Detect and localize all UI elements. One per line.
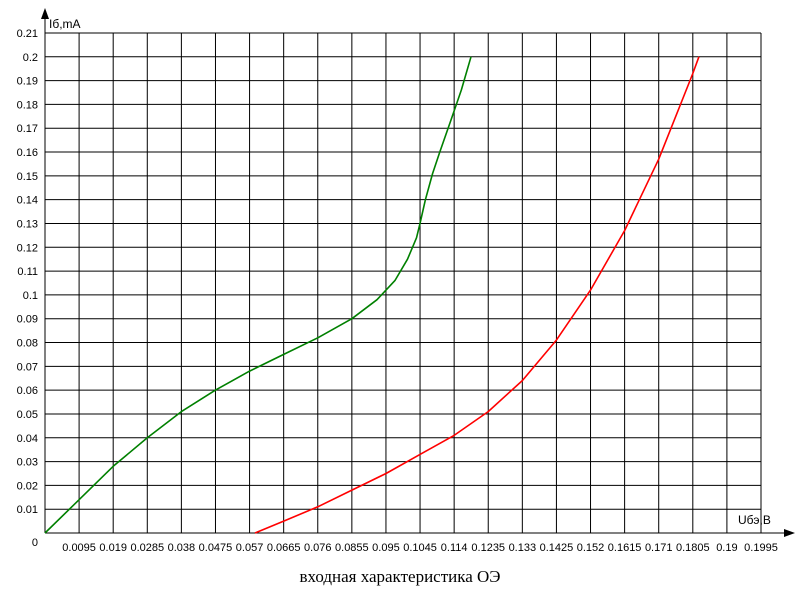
x-tick-label: 0.114 [441,542,468,554]
x-tick-label: 0.0665 [267,542,301,554]
y-tick-label: 0.2 [23,52,38,64]
y-axis-title: Iб,mA [49,17,81,31]
x-tick-label: 0.038 [168,542,196,554]
y-tick-label: 0.04 [17,433,38,445]
x-tick-label: 0.0475 [199,542,233,554]
x-tick-label: 0.0095 [62,542,96,554]
x-axis-title: Uбэ,B [738,513,771,527]
y-tick-label: 0.14 [17,195,38,207]
y-tick-label: 0.13 [17,218,38,230]
y-tick-label: 0.01 [17,504,38,516]
x-tick-label: 0.171 [645,542,673,554]
origin-label: 0 [32,537,38,549]
y-tick-label: 0.03 [17,457,38,469]
chart-caption: входная характеристика ОЭ [299,567,501,586]
y-tick-label: 0.19 [17,76,38,88]
x-tick-label: 0.19 [716,542,737,554]
y-tick-label: 0.12 [17,242,38,254]
x-tick-label: 0.1425 [540,542,574,554]
y-tick-label: 0.06 [17,385,38,397]
y-tick-label: 0.21 [17,28,38,40]
x-axis-arrow [784,529,795,537]
x-tick-label: 0.1805 [676,542,710,554]
y-tick-label: 0.09 [17,314,38,326]
x-tick-label: 0.0285 [130,542,164,554]
y-tick-label: 0.15 [17,171,38,183]
y-tick-label: 0.18 [17,99,38,111]
y-axis-arrow [41,8,49,19]
x-tick-label: 0.019 [99,542,127,554]
x-tick-label: 0.0855 [335,542,369,554]
series-line-red [254,56,700,534]
x-tick-label: 0.152 [577,542,605,554]
y-tick-label: 0.02 [17,480,38,492]
x-tick-label: 0.133 [509,542,537,554]
y-tick-label: 0.16 [17,147,38,159]
series-line-green [44,56,472,534]
x-tick-label: 0.076 [304,542,332,554]
y-tick-label: 0.05 [17,409,38,421]
y-tick-label: 0.08 [17,338,38,350]
x-tick-label: 0.1615 [608,542,642,554]
x-tick-label: 0.1995 [744,542,778,554]
x-tick-label: 0.1045 [403,542,437,554]
x-tick-label: 0.1235 [471,542,505,554]
x-tick-label: 0.057 [236,542,264,554]
y-tick-label: 0.11 [17,266,38,278]
y-tick-label: 0.1 [23,290,38,302]
x-tick-label: 0.095 [372,542,400,554]
y-tick-label: 0.17 [17,123,38,135]
y-tick-label: 0.07 [17,361,38,373]
